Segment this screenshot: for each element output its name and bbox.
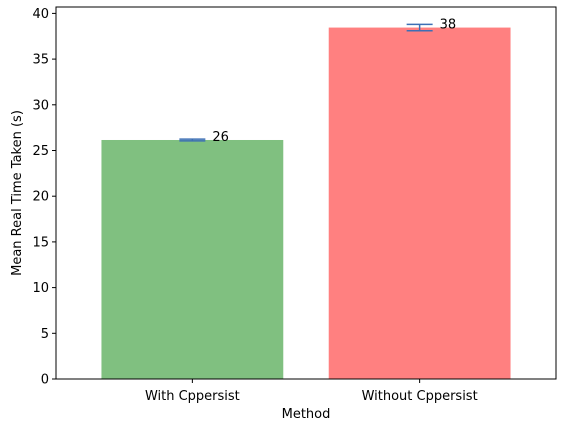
bar-2 bbox=[328, 27, 511, 379]
y-axis-ticks: 0 5 10 15 20 25 30 35 40 bbox=[32, 7, 56, 388]
plot-frame bbox=[55, 6, 557, 380]
y-tick-label-6: 25 bbox=[32, 144, 49, 159]
data-label-1: 26 bbox=[212, 130, 229, 145]
y-tick-label-5: 20 bbox=[32, 190, 49, 205]
y-tick-label-8: 35 bbox=[32, 53, 49, 68]
bar-1 bbox=[101, 139, 284, 379]
y-axis-label: Mean Real Time Taken (s) bbox=[10, 110, 25, 276]
y-tick-label-7: 30 bbox=[32, 98, 49, 113]
bars-layer bbox=[101, 27, 511, 379]
data-label-2: 38 bbox=[440, 18, 457, 33]
x-tick-label-1: With Cppersist bbox=[145, 389, 240, 404]
y-tick-label-2: 5 bbox=[41, 327, 49, 342]
y-tick-label-3: 10 bbox=[32, 281, 49, 296]
y-tick-label-9: 40 bbox=[32, 7, 49, 22]
y-tick-label-4: 15 bbox=[32, 235, 49, 250]
x-axis-ticks: With Cppersist Without Cppersist bbox=[145, 379, 478, 404]
data-labels-layer: 26 38 bbox=[212, 18, 456, 145]
y-tick-label-1: 0 bbox=[41, 373, 49, 388]
x-axis-label: Method bbox=[282, 407, 331, 422]
error-bars-layer bbox=[179, 23, 433, 142]
x-tick-label-2: Without Cppersist bbox=[362, 389, 478, 404]
